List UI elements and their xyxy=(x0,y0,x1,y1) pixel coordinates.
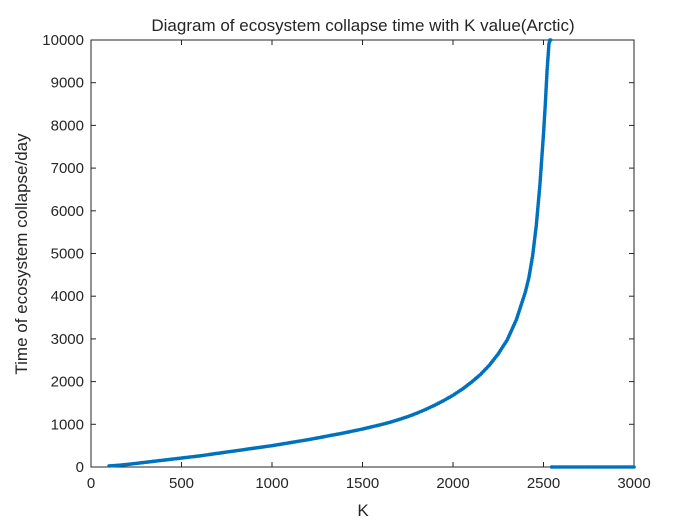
data-point-interp xyxy=(603,465,607,469)
data-point-interp xyxy=(358,427,363,432)
data-point-interp xyxy=(404,415,408,420)
data-point-interp xyxy=(132,461,137,466)
data-point-interp xyxy=(259,445,263,449)
data-point-interp xyxy=(177,456,182,461)
y-tick-label: 0 xyxy=(76,459,84,476)
data-point-interp xyxy=(541,134,546,138)
data-point-interp xyxy=(422,408,426,412)
y-tick-label: 6000 xyxy=(51,203,84,220)
data-point-interp xyxy=(431,404,435,408)
data-point-interp xyxy=(205,453,209,457)
data-point-interp xyxy=(413,412,417,416)
x-tick-label: 500 xyxy=(169,475,194,492)
y-tick-label: 10000 xyxy=(42,32,84,49)
data-point-interp xyxy=(539,159,544,164)
y-tick-label: 1000 xyxy=(51,416,84,433)
data-point-interp xyxy=(304,438,309,442)
x-tick-label: 0 xyxy=(87,475,95,492)
data-point-interp xyxy=(504,339,508,344)
data-point-interp xyxy=(168,457,173,462)
x-tick-label: 1000 xyxy=(255,475,288,492)
data-point-interp xyxy=(547,40,552,44)
data-point-interp xyxy=(621,465,625,469)
data-point-interp xyxy=(376,423,381,427)
data-point-interp xyxy=(476,374,481,378)
data-point-interp xyxy=(150,459,155,464)
data-point-interp xyxy=(567,465,571,469)
y-tick-label: 4000 xyxy=(51,288,84,305)
x-tick-label: 3000 xyxy=(617,475,650,492)
data-point-interp xyxy=(114,463,119,468)
data-point-interp xyxy=(195,454,200,458)
data-point-interp xyxy=(545,70,549,74)
data-point-interp xyxy=(241,447,245,452)
data-point-interp xyxy=(340,431,345,435)
data-point-interp xyxy=(543,104,547,108)
data-point-interp xyxy=(449,394,453,399)
data-point-interp xyxy=(537,185,542,190)
y-tick-label: 5000 xyxy=(51,246,84,263)
data-point-interp xyxy=(530,255,535,260)
data-point-interp xyxy=(576,465,580,469)
data-point-interp xyxy=(440,399,444,404)
y-tick-label: 2000 xyxy=(51,374,84,391)
data-point-interp xyxy=(277,442,282,447)
chart-title: Diagram of ecosystem collapse time with … xyxy=(151,16,574,35)
data-point-interp xyxy=(232,449,236,453)
data-point-interp xyxy=(186,455,191,459)
data-point-interp xyxy=(467,381,472,386)
x-tick-label: 2000 xyxy=(436,475,469,492)
data-point-interp xyxy=(594,465,598,469)
data-point-interp xyxy=(534,226,538,230)
data-point-interp xyxy=(141,460,146,465)
data-point-interp xyxy=(331,433,336,437)
data-point-interp xyxy=(313,436,318,441)
data-point-interp xyxy=(458,388,463,393)
data-point-interp xyxy=(395,418,399,422)
data-point-interp xyxy=(295,439,300,444)
data-point-interp xyxy=(268,444,272,448)
data-point-interp xyxy=(367,425,372,430)
x-axis-label: K xyxy=(357,501,369,520)
data-point-interp xyxy=(223,450,227,455)
data-point-interp xyxy=(557,465,562,469)
data-point-interp xyxy=(322,434,327,439)
data-point-interp xyxy=(386,421,390,425)
data-point-interp xyxy=(214,451,218,456)
data-point-interp xyxy=(123,462,128,467)
data-point-interp xyxy=(495,353,499,358)
data-point-interp xyxy=(630,465,634,469)
y-tick-label: 7000 xyxy=(51,160,84,177)
data-point-interp xyxy=(612,465,616,469)
data-point-interp xyxy=(546,57,550,62)
y-tick-label: 3000 xyxy=(51,331,84,348)
data-point-interp xyxy=(286,441,291,445)
data-point-interp xyxy=(585,465,589,469)
data-point-interp xyxy=(349,429,354,434)
x-tick-label: 2500 xyxy=(527,475,560,492)
y-tick-label: 9000 xyxy=(51,75,84,92)
data-point-interp xyxy=(526,277,531,281)
data-point-interp xyxy=(513,319,518,324)
data-point-interp xyxy=(159,458,164,463)
data-point-interp xyxy=(546,44,551,49)
plot-area: 0 500 1000 1500 2000 2500 3000 0 1000 2000 3000 400… xyxy=(42,32,650,492)
data-point-interp xyxy=(250,446,254,451)
y-axis-label: Time of ecosystem collapse/day xyxy=(12,133,31,375)
data-point-interp xyxy=(522,292,527,296)
data-point-interp xyxy=(485,365,490,369)
x-tick-label: 1500 xyxy=(346,475,379,492)
y-tick-label: 8000 xyxy=(51,117,84,134)
